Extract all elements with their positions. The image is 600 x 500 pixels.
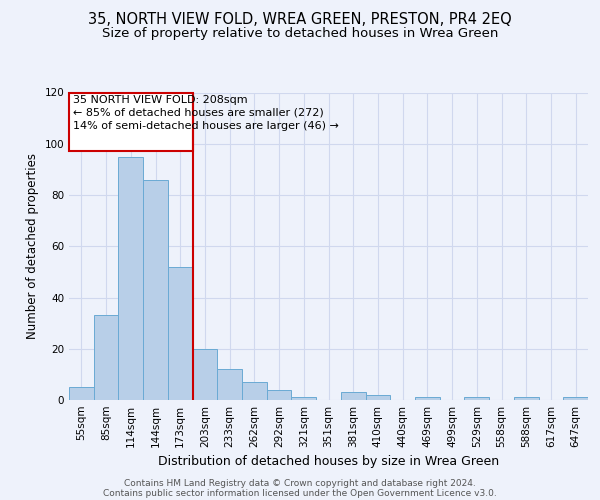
Text: Contains public sector information licensed under the Open Government Licence v3: Contains public sector information licen… [103, 488, 497, 498]
Text: 35 NORTH VIEW FOLD: 208sqm
← 85% of detached houses are smaller (272)
14% of sem: 35 NORTH VIEW FOLD: 208sqm ← 85% of deta… [73, 94, 338, 131]
Bar [69, 387, 94, 400]
Bar [242, 382, 267, 400]
X-axis label: Distribution of detached houses by size in Wrea Green: Distribution of detached houses by size … [158, 456, 499, 468]
Bar [365, 395, 390, 400]
Bar [563, 398, 588, 400]
Text: 35, NORTH VIEW FOLD, WREA GREEN, PRESTON, PR4 2EQ: 35, NORTH VIEW FOLD, WREA GREEN, PRESTON… [88, 12, 512, 28]
Bar [464, 398, 489, 400]
Bar [341, 392, 365, 400]
Text: Size of property relative to detached houses in Wrea Green: Size of property relative to detached ho… [102, 28, 498, 40]
Text: Contains HM Land Registry data © Crown copyright and database right 2024.: Contains HM Land Registry data © Crown c… [124, 478, 476, 488]
Bar [94, 316, 118, 400]
Bar [514, 398, 539, 400]
Bar [193, 349, 217, 400]
Bar [69, 92, 193, 152]
Bar [267, 390, 292, 400]
Bar [143, 180, 168, 400]
Bar [118, 156, 143, 400]
Bar [217, 369, 242, 400]
Bar [292, 398, 316, 400]
Y-axis label: Number of detached properties: Number of detached properties [26, 153, 39, 339]
Bar [168, 267, 193, 400]
Bar [415, 398, 440, 400]
